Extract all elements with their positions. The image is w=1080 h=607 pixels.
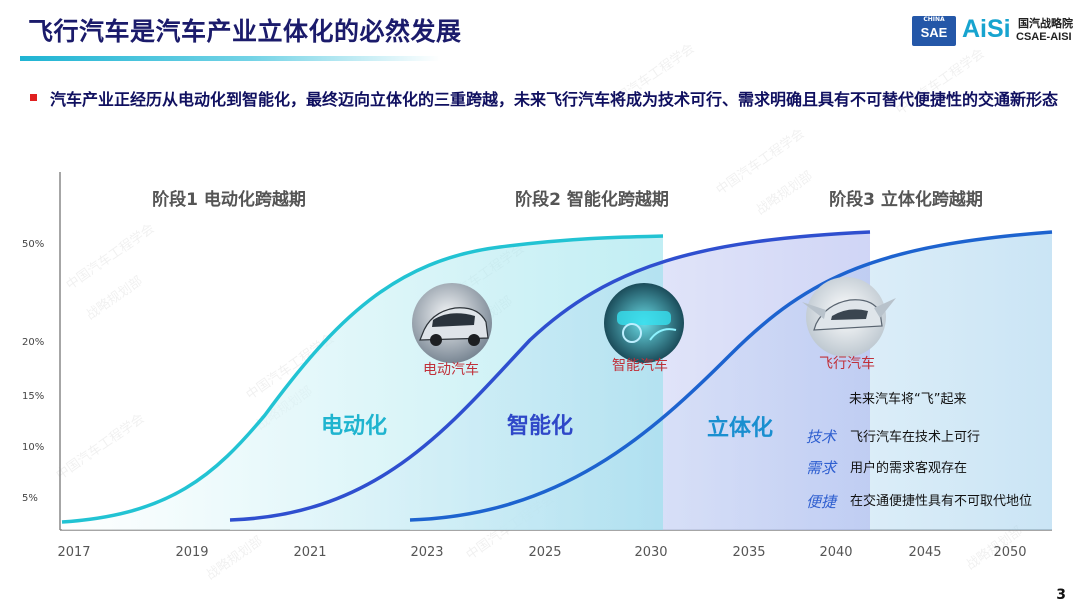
callout-text: 用户的需求客观存在 [850, 460, 967, 476]
subtitle: 汽车产业正经历从电动化到智能化，最终迈向立体化的三重跨越，未来飞行汽车将成为技术… [50, 90, 1059, 109]
electric-car-icon [412, 283, 492, 363]
watermark-text: 中国汽车工程学会 [893, 46, 987, 119]
stage2-title: 阶段2 智能化跨越期 [515, 189, 669, 210]
watermark-text: 中国汽车工程学会 [63, 221, 157, 294]
stage1-icon-label: 电动汽车 [423, 361, 479, 378]
watermark-text: 战略规划部 [83, 273, 145, 323]
y-tick-label: 10% [22, 442, 44, 453]
y-tick-label: 50% [22, 239, 44, 250]
y-tick-label: 5% [22, 493, 38, 504]
bullet-square-icon [30, 94, 37, 101]
x-tick-label: 2025 [528, 545, 561, 560]
callout-key: 便捷 [806, 493, 838, 511]
stage1-curve-label: 电动化 [321, 413, 387, 439]
sae-logo-icon [912, 16, 956, 46]
watermark-text: 中国汽车工程学会 [53, 411, 147, 484]
logo-aisi-cn: 国汽战略院 [1018, 17, 1073, 30]
logo-china-text: CHINA [923, 16, 945, 23]
stage3-title: 阶段3 立体化跨越期 [829, 189, 983, 210]
x-tick-label: 2045 [908, 545, 941, 560]
x-tick-label: 2040 [819, 545, 852, 560]
logo-aisi-en: CSAE-AISI [1016, 31, 1072, 43]
x-tick-label: 2021 [293, 545, 326, 560]
callout-key: 技术 [806, 428, 838, 446]
y-tick-label: 20% [22, 337, 44, 348]
callout-key: 需求 [806, 459, 838, 477]
stage2-curve-label: 智能化 [507, 413, 573, 439]
x-tick-label: 2050 [993, 545, 1026, 560]
page-number: 3 [1056, 587, 1066, 603]
callout-heading: 未来汽车将“飞”起来 [849, 391, 966, 407]
x-tick-label: 2017 [57, 545, 90, 560]
x-tick-label: 2035 [732, 545, 765, 560]
stage1-title: 阶段1 电动化跨越期 [152, 189, 306, 210]
watermark-text: 战略规划部 [203, 533, 265, 583]
flying-car-icon [802, 277, 896, 357]
stage2-icon-label: 智能汽车 [612, 357, 668, 374]
callout-text: 飞行汽车在技术上可行 [850, 429, 980, 445]
page-title: 飞行汽车是汽车产业立体化的必然发展 [28, 17, 462, 46]
watermark-text: 战略规划部 [753, 168, 815, 218]
stage3-curve-label: 立体化 [707, 415, 773, 441]
stage3-icon-label: 飞行汽车 [819, 355, 875, 372]
logo: CHINA SAE AiSi 国汽战略院 CSAE-AISI [912, 14, 1076, 48]
stage1-area [62, 236, 663, 530]
smart-cockpit-icon [604, 283, 684, 363]
logo-sae-text: SAE [920, 25, 948, 40]
x-tick-label: 2019 [175, 545, 208, 560]
stage1-curve [61, 234, 664, 524]
x-tick-label: 2030 [634, 545, 667, 560]
callout-text: 在交通便捷性具有不可取代地位 [850, 493, 1032, 509]
logo-aisi-text: AiSi [962, 15, 1011, 43]
x-tick-label: 2023 [410, 545, 443, 560]
watermark-text: 中国汽车工程学会 [603, 41, 697, 114]
stage2-curve [229, 230, 871, 522]
title-underline [20, 56, 440, 61]
y-tick-label: 15% [22, 391, 44, 402]
stage3-curve [409, 230, 1053, 522]
